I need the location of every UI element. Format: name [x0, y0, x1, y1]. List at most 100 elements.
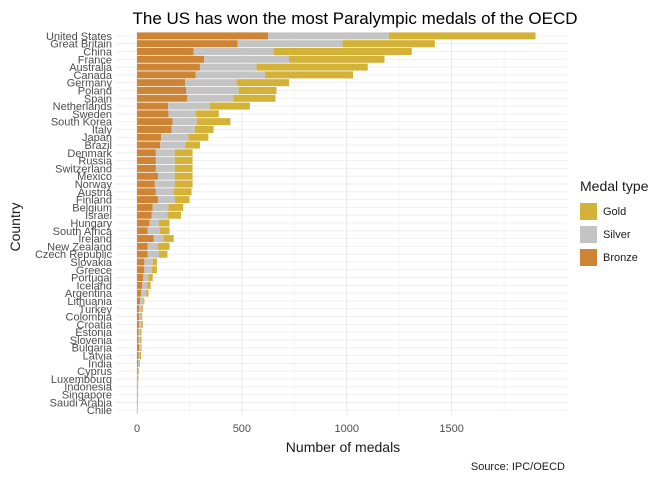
bar-silver-china [193, 47, 274, 55]
y-tick-label: Turkey [79, 304, 113, 316]
legend-label-gold: Gold [603, 205, 627, 218]
bar-bronze-iceland [137, 281, 143, 289]
bar-gold-denmark [174, 149, 193, 157]
bar-bronze-croatia [137, 320, 140, 328]
legend-item-bronze: Bronze [580, 246, 670, 269]
bar-gold-argentina [146, 289, 149, 297]
y-tick-label: Sweden [72, 109, 112, 121]
bar-gold-australia [256, 63, 368, 71]
y-tick-label: Hungary [70, 218, 112, 230]
bar-gold-finland [174, 196, 190, 204]
bar-gold-belgium [168, 203, 184, 211]
bar-gold-great-britain [342, 40, 435, 48]
bar-silver-japan [161, 133, 189, 141]
bar-bronze-luxembourg [137, 375, 138, 383]
y-tick-label: Russia [78, 156, 113, 168]
bar-silver-france [204, 55, 290, 63]
bar-gold-new-zealand [157, 242, 170, 250]
bar-bronze-belgium [137, 203, 153, 211]
bar-silver-argentina [141, 289, 147, 297]
bar-silver-south-africa [147, 227, 161, 235]
bar-bronze-germany [137, 79, 186, 87]
y-tick-label: Croatia [77, 319, 113, 331]
bar-silver-united-states [268, 32, 389, 40]
bar-gold-japan [188, 133, 209, 141]
bar-silver-hungary [149, 219, 160, 227]
bar-silver-israel [151, 211, 168, 219]
bar-bronze-estonia [137, 328, 139, 336]
bar-bronze-israel [137, 211, 152, 219]
bar-bronze-hungary [137, 219, 150, 227]
bar-bronze-mexico [137, 172, 158, 180]
legend-swatch-silver [580, 226, 597, 243]
bar-bronze-portugal [137, 274, 144, 282]
y-tick-label: Portugal [71, 273, 112, 285]
bar-gold-russia [174, 157, 193, 165]
bar-gold-poland [238, 86, 277, 94]
bar-bronze-sweden [137, 110, 169, 118]
bar-gold-south-korea [196, 118, 231, 126]
bar-silver-slovakia [144, 258, 153, 266]
bar-gold-switzerland [174, 164, 193, 172]
y-tick-label: Poland [78, 85, 112, 97]
legend-label-bronze: Bronze [603, 251, 638, 264]
y-axis-title: Country [7, 202, 23, 251]
bar-bronze-australia [137, 63, 200, 71]
y-tick-label: Singapore [62, 390, 112, 402]
bar-bronze-south-korea [137, 118, 173, 126]
bar-bronze-latvia [137, 352, 139, 360]
bar-bronze-cyprus [137, 367, 138, 375]
bar-gold-united-states [388, 32, 536, 40]
bar-silver-belgium [152, 203, 169, 211]
bar-bronze-china [137, 47, 194, 55]
bar-bronze-great-britain [137, 40, 238, 48]
y-tick-label: South Korea [51, 117, 113, 129]
legend-swatch-gold [580, 203, 597, 220]
bar-gold-south-africa [160, 227, 170, 235]
y-tick-label: Switzerland [55, 163, 112, 175]
legend-item-gold: Gold [580, 200, 670, 223]
y-tick-label: Cyprus [77, 366, 112, 378]
bar-gold-bulgaria [140, 344, 142, 352]
bar-bronze-ireland [137, 235, 154, 243]
bars [137, 32, 536, 414]
bar-silver-sweden [168, 110, 196, 118]
bar-gold-turkey [141, 305, 143, 313]
bar-bronze-netherlands [137, 102, 169, 110]
bar-silver-latvia [138, 352, 140, 360]
bar-bronze-argentina [137, 289, 142, 297]
y-tick-label: Greece [76, 265, 112, 277]
bar-gold-ireland [163, 235, 174, 243]
bar-gold-austria [173, 188, 192, 196]
bar-gold-sweden [195, 110, 219, 118]
x-tick-label: 500 [233, 423, 251, 435]
bar-silver-mexico [157, 172, 175, 180]
bar-bronze-france [137, 55, 205, 63]
bar-silver-india [138, 359, 140, 367]
y-tick-label: Italy [92, 124, 113, 136]
y-tick-label: India [88, 358, 113, 370]
bar-gold-india [139, 359, 140, 367]
bar-gold-slovakia [152, 258, 157, 266]
bar-silver-italy [171, 125, 195, 133]
y-tick-label: New Zealand [47, 241, 112, 253]
bar-silver-greece [144, 266, 152, 274]
bar-gold-slovenia [140, 336, 142, 344]
bar-bronze-spain [137, 94, 188, 102]
y-tick-label: Slovenia [70, 335, 113, 347]
y-tick-label: Great Britain [50, 39, 112, 51]
legend-swatch-bronze [580, 249, 597, 266]
legend-item-silver: Silver [580, 223, 670, 246]
y-tick-label: Spain [84, 93, 112, 105]
y-tick-label: Finland [76, 195, 112, 207]
y-tick-label: Argentina [65, 288, 113, 300]
bar-silver-canada [195, 71, 265, 79]
y-tick-label: Netherlands [53, 101, 113, 113]
bar-gold-portugal [148, 274, 153, 282]
bar-silver-finland [157, 196, 175, 204]
bar-silver-cyprus [137, 367, 139, 375]
source-caption: Source: IPC/OECD [471, 461, 565, 473]
bar-bronze-india [137, 359, 139, 367]
bar-silver-germany [185, 79, 237, 87]
y-tick-label: Indonesia [64, 382, 113, 394]
